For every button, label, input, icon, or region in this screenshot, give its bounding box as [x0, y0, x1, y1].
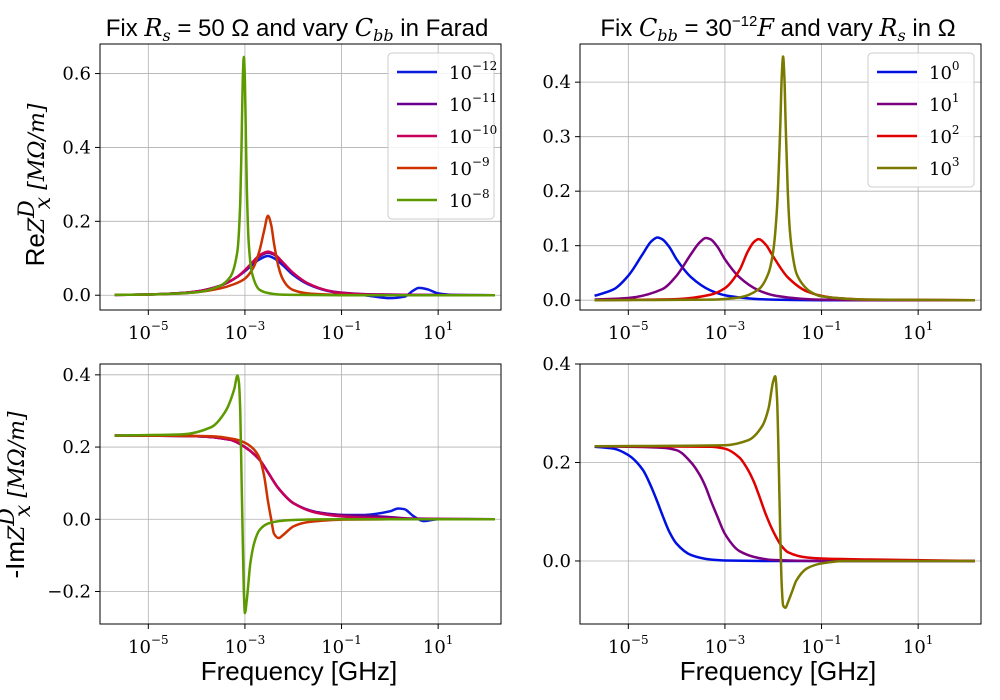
plot-frame	[579, 363, 982, 625]
plot-frame	[579, 43, 982, 311]
y-tick-label: 0.4	[62, 137, 91, 158]
x-tick-label: 10−1	[801, 319, 842, 344]
legend-label: 100	[929, 59, 960, 84]
x-tick-label: 10−1	[321, 633, 362, 658]
series-line-10^0	[594, 445, 975, 563]
xlabel-left: Frequency [GHz]	[201, 656, 398, 686]
x-tick-label: 10−3	[225, 633, 266, 658]
series-line-10^-8	[114, 55, 495, 297]
legend-label: 10−12	[449, 59, 497, 84]
y-tick-label: 0.0	[542, 551, 571, 572]
legend-label: 10−11	[449, 91, 497, 116]
y-tick-label: 0.0	[542, 290, 571, 311]
y-tick-label: 0.1	[542, 236, 571, 257]
plot-frame	[99, 363, 502, 625]
series-line-10^0	[594, 236, 975, 302]
x-tick-label: 101	[423, 319, 454, 344]
y-tick-label: 0.2	[542, 181, 571, 202]
y-tick-label: 0.2	[62, 211, 91, 232]
legend-label: 10−9	[449, 155, 490, 180]
legend-label: 102	[929, 123, 960, 148]
y-tick-label: 0.2	[542, 452, 571, 473]
title-left: Fix Rs = 50 Ω and vary Cbb in Farad	[106, 14, 489, 45]
panel-top-right: 10−5 10−3 10−1 101 0.0 0.1 0.2 0.3 0.4 100 101 102 1…	[542, 43, 982, 344]
plot-frame	[99, 43, 502, 311]
x-tick-label: 10−3	[705, 633, 746, 658]
y-tick-label: 0.6	[62, 64, 91, 85]
panel-top-left: 10−5 10−3 10−1 101 0.0 0.2 0.4 0.6 10−12 10−11 10−…	[62, 43, 502, 344]
y-tick-label: 0.0	[62, 509, 91, 530]
y-tick-label: 0.0	[62, 285, 91, 306]
x-tick-label: 101	[903, 633, 934, 658]
series-line-10^3	[594, 55, 975, 302]
legend-label: 10−10	[449, 123, 497, 148]
x-tick-label: 101	[423, 633, 454, 658]
panel-bottom-left: 10−5 10−3 10−1 101 −0.2 0.0 0.2 0.4	[47, 363, 502, 658]
x-tick-label: 101	[903, 319, 934, 344]
y-tick-label: 0.4	[62, 365, 91, 386]
legend-label: 103	[929, 155, 960, 180]
panel-bottom-right: 10−5 10−3 10−1 101 0.0 0.2 0.4	[542, 354, 982, 658]
ylabel-top: ReZDx [MΩ/m]	[15, 103, 56, 266]
y-tick-label: 0.4	[542, 72, 571, 93]
title-right: Fix Cbb = 30−12F and vary Rs in Ω	[600, 13, 955, 45]
legend-box	[867, 52, 975, 188]
series-line-10^3	[594, 375, 975, 609]
series-line-10^2	[594, 444, 975, 563]
y-tick-label: 0.4	[542, 354, 571, 375]
x-tick-label: 10−5	[128, 633, 169, 658]
x-tick-label: 10−1	[801, 633, 842, 658]
x-tick-label: 10−1	[321, 319, 362, 344]
x-tick-label: 10−3	[705, 319, 746, 344]
xlabel-right: Frequency [GHz]	[680, 656, 877, 686]
x-tick-label: 10−5	[608, 319, 649, 344]
y-tick-label: 0.3	[542, 127, 571, 148]
y-tick-label: −0.2	[47, 582, 91, 603]
ylabel-bottom: -ImZDx [MΩ/m]	[0, 411, 36, 579]
x-tick-label: 10−5	[608, 633, 649, 658]
legend-label: 10−8	[449, 187, 490, 212]
x-tick-label: 10−3	[225, 319, 266, 344]
legend-box	[387, 52, 495, 220]
series-line-10^-8	[114, 374, 495, 615]
legend-label: 101	[929, 91, 960, 116]
y-tick-label: 0.2	[62, 437, 91, 458]
series-line-10^1	[594, 236, 975, 302]
x-tick-label: 10−5	[128, 319, 169, 344]
